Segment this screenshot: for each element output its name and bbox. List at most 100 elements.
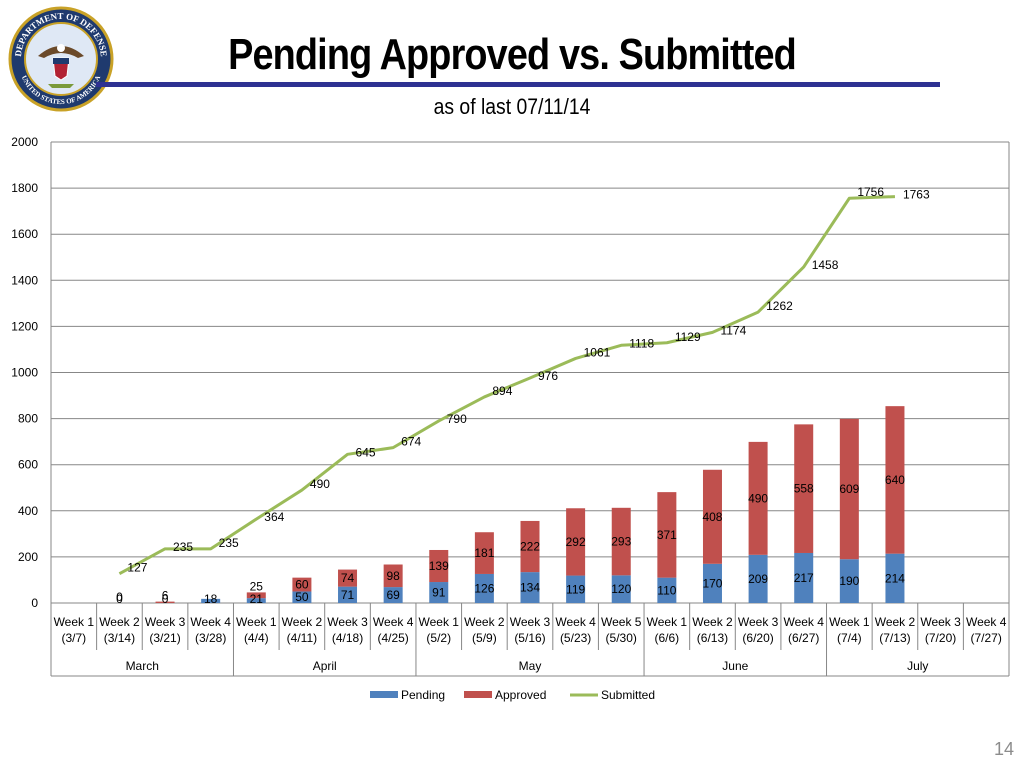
y-tick-label: 200 <box>18 550 38 564</box>
bar-pending <box>429 582 449 603</box>
bar-pending <box>657 577 677 603</box>
x-tick-date-label: (3/14) <box>104 631 135 645</box>
x-tick-week-label: Week 4 <box>783 615 824 629</box>
bar-approved <box>566 508 586 576</box>
bar-approved <box>429 549 449 583</box>
x-tick-date-label: (6/27) <box>788 631 819 645</box>
x-tick-week-label: Week 3 <box>327 615 368 629</box>
x-tick-date-label: (4/18) <box>332 631 363 645</box>
bar-pending <box>246 598 266 603</box>
x-tick-week-label: Week 2 <box>99 615 140 629</box>
legend-label-approved: Approved <box>495 688 546 702</box>
bar-pending <box>338 586 358 603</box>
x-tick-date-label: (4/25) <box>377 631 408 645</box>
bar-pending <box>794 552 814 603</box>
y-tick-label: 1800 <box>11 181 38 195</box>
data-label-approved: 640 <box>885 473 905 487</box>
x-tick-week-label: Week 4 <box>555 615 596 629</box>
stacked-bar-line-chart: 0200400600800100012001400160018002000Wee… <box>11 135 1010 702</box>
page-number: 14 <box>993 739 1014 759</box>
x-tick-date-label: (3/28) <box>195 631 226 645</box>
data-label-approved: 293 <box>611 535 631 549</box>
data-label-submitted: 364 <box>264 510 284 524</box>
bar-approved <box>474 532 494 574</box>
bar-approved <box>748 441 768 555</box>
bar-pending <box>292 591 312 603</box>
x-tick-week-label: Week 1 <box>54 615 95 629</box>
x-tick-date-label: (5/2) <box>426 631 451 645</box>
data-label-pending: 217 <box>794 571 814 585</box>
x-tick-week-label: Week 2 <box>464 615 505 629</box>
bar-pending <box>748 554 768 603</box>
data-label-pending: 170 <box>702 576 722 590</box>
x-tick-week-label: Week 4 <box>190 615 231 629</box>
data-label-submitted: 1061 <box>584 345 611 359</box>
x-tick-date-label: (6/20) <box>742 631 773 645</box>
data-label-submitted: 127 <box>127 561 147 575</box>
x-tick-week-label: Week 4 <box>966 615 1007 629</box>
data-label-submitted: 645 <box>356 445 376 459</box>
bar-approved <box>839 418 859 560</box>
x-tick-date-label: (4/11) <box>287 631 317 645</box>
data-label-submitted: 674 <box>401 435 421 449</box>
data-label-submitted: 976 <box>538 369 558 383</box>
x-tick-week-label: Week 1 <box>647 615 688 629</box>
data-label-submitted: 490 <box>310 477 330 491</box>
legend-swatch-pending <box>370 691 398 698</box>
y-tick-label: 1600 <box>11 227 38 241</box>
x-tick-week-label: Week 1 <box>236 615 277 629</box>
bar-pending <box>885 553 905 603</box>
data-label-pending: 18 <box>204 592 218 606</box>
bar-pending <box>566 575 586 603</box>
data-label-submitted: 894 <box>492 384 512 398</box>
bar-pending <box>474 573 494 603</box>
data-label-pending: 71 <box>341 588 355 602</box>
data-label-pending: 69 <box>386 588 400 602</box>
data-label-approved: 292 <box>566 535 586 549</box>
y-tick-label: 600 <box>18 458 38 472</box>
data-label-approved: 6 <box>162 589 169 603</box>
data-label-submitted: 1118 <box>629 336 654 350</box>
data-label-approved: 25 <box>250 579 264 593</box>
x-tick-date-label: (7/20) <box>925 631 956 645</box>
x-tick-date-label: (3/21) <box>149 631 180 645</box>
data-label-approved: 139 <box>429 559 449 573</box>
x-group-label-may: May <box>519 659 542 673</box>
x-tick-week-label: Week 2 <box>692 615 733 629</box>
data-label-submitted: 235 <box>219 536 239 550</box>
y-tick-label: 1200 <box>11 319 38 333</box>
y-tick-label: 1000 <box>11 366 38 380</box>
x-group-label-april: April <box>313 659 337 673</box>
data-label-submitted: 1458 <box>812 258 839 272</box>
data-label-submitted: 790 <box>447 412 467 426</box>
x-tick-date-label: (5/16) <box>514 631 545 645</box>
data-label-approved: 222 <box>520 540 540 554</box>
bar-approved <box>885 406 905 554</box>
x-tick-week-label: Week 3 <box>145 615 186 629</box>
x-tick-week-label: Week 2 <box>875 615 916 629</box>
legend-label-submitted: Submitted <box>601 688 655 702</box>
bar-approved <box>611 507 631 576</box>
data-label-approved: 558 <box>794 482 814 496</box>
x-tick-week-label: Week 4 <box>373 615 414 629</box>
legend-label-pending: Pending <box>401 688 445 702</box>
x-tick-date-label: (5/23) <box>560 631 591 645</box>
data-label-pending: 21 <box>250 592 264 606</box>
y-tick-label: 1400 <box>11 273 38 287</box>
data-label-approved: 371 <box>657 528 677 542</box>
data-label-pending: 190 <box>839 574 859 588</box>
slide-subtitle: as of last 07/11/14 <box>433 94 591 119</box>
data-label-pending: 91 <box>432 586 446 600</box>
y-tick-label: 0 <box>31 596 38 610</box>
x-tick-week-label: Week 3 <box>510 615 551 629</box>
data-label-submitted: 235 <box>173 540 193 554</box>
data-label-pending: 214 <box>885 571 905 585</box>
x-tick-date-label: (5/30) <box>606 631 637 645</box>
data-label-approved: 408 <box>702 510 722 524</box>
legend-swatch-approved <box>464 691 492 698</box>
x-tick-date-label: (7/27) <box>971 631 1002 645</box>
data-label-pending: 126 <box>474 581 494 595</box>
data-label-pending: 134 <box>520 581 540 595</box>
data-label-submitted: 1174 <box>720 323 746 337</box>
x-tick-date-label: (6/6) <box>655 631 680 645</box>
